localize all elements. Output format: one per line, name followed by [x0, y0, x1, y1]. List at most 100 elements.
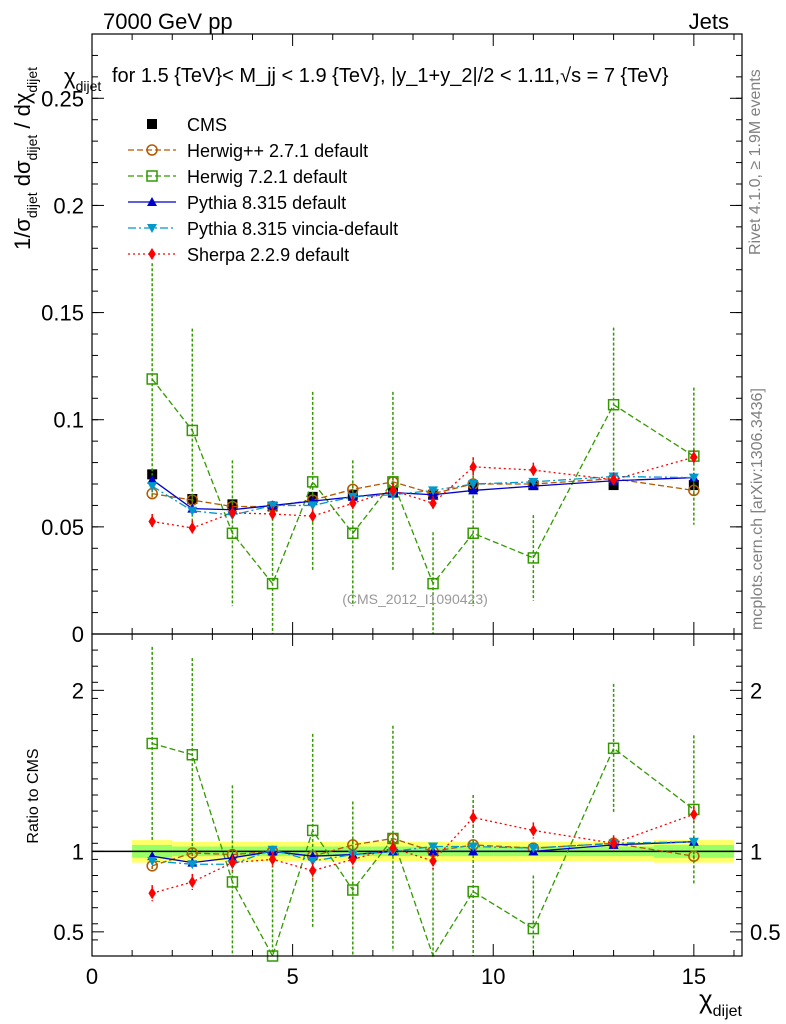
axes-frame — [91, 633, 743, 957]
data-point — [528, 844, 539, 854]
data-point — [268, 853, 277, 866]
data-point — [226, 527, 239, 540]
y-tick-label: 0.05 — [41, 515, 84, 540]
legend-marker — [147, 197, 157, 206]
y-tick-label: 0.5 — [53, 920, 84, 945]
main-ylabel: 1/σdijet dσdijet / dχdijet — [10, 67, 40, 250]
main-plot: 0 0.05 0.1 0.15 0.2 0.25 — [41, 33, 743, 647]
data-point — [607, 398, 620, 411]
legend: CMS Herwig++ 2.7.1 default Herwig 7.2.1 de… — [128, 115, 398, 265]
data-point — [389, 842, 397, 855]
series-line — [152, 477, 694, 508]
x-tick-label: 5 — [286, 964, 298, 989]
data-point — [468, 480, 479, 489]
data-point — [690, 451, 698, 464]
data-point — [228, 856, 237, 869]
data-point — [467, 885, 479, 898]
x-axis-label: χdijet — [699, 984, 743, 1020]
data-point — [529, 824, 538, 837]
data-point — [147, 857, 158, 867]
data-point — [226, 876, 239, 888]
data-point — [609, 473, 618, 486]
data-point — [267, 501, 278, 511]
series-line — [152, 742, 695, 958]
y-tick-label: 0.15 — [41, 301, 84, 326]
data-point — [186, 749, 199, 761]
header-left: 7000 GeV pp — [103, 9, 233, 34]
data-point — [528, 477, 539, 487]
series-line — [152, 456, 695, 529]
legend-entry: Herwig 7.2.1 default — [128, 167, 347, 187]
legend-marker — [146, 170, 158, 182]
legend-entry: Sherpa 2.2.9 default — [128, 245, 349, 265]
data-point — [469, 811, 477, 824]
x-tick-label: 0 — [86, 964, 98, 989]
data-point — [306, 824, 319, 837]
y-tick-label: 1 — [72, 839, 84, 864]
data-point — [469, 460, 477, 473]
data-point — [148, 515, 156, 528]
y-tick-label-right: 1 — [750, 839, 762, 864]
data-point — [529, 464, 538, 477]
data-point — [688, 473, 699, 483]
y-tick-label: 2 — [72, 678, 84, 703]
y-tick-label: 0.25 — [41, 86, 84, 111]
data-point — [188, 875, 197, 888]
data-point — [228, 506, 237, 519]
data-point — [307, 501, 318, 511]
series-line — [151, 476, 694, 511]
legend-marker — [147, 224, 157, 233]
data-point — [308, 864, 317, 877]
data-point — [347, 527, 359, 540]
y-tick-label-right: 2 — [750, 678, 762, 703]
data-point — [428, 842, 439, 852]
data-point — [148, 887, 156, 900]
y-tick-label: 0.2 — [53, 193, 84, 218]
x-tick-label: 10 — [481, 964, 505, 989]
watermark: (CMS_2012_I1090423) — [342, 591, 488, 607]
data-point — [688, 837, 699, 847]
data-point — [427, 577, 439, 590]
series-herwig-7-2-1-default — [146, 646, 700, 962]
series-line — [152, 841, 694, 865]
data-point — [268, 508, 277, 520]
data-point — [147, 474, 158, 484]
data-point — [146, 373, 158, 385]
series-sherpa-2-2-9-default — [148, 449, 698, 536]
data-point — [609, 837, 618, 850]
data-point — [187, 506, 198, 516]
data-point — [389, 484, 397, 497]
legend-entry: Pythia 8.315 vincia-default — [128, 219, 398, 239]
data-point — [147, 482, 158, 492]
data-point — [187, 860, 198, 870]
header-right: Jets — [689, 9, 729, 34]
legend-entry: CMS — [147, 115, 227, 135]
series-line — [151, 475, 694, 516]
data-point — [429, 497, 437, 510]
data-point — [349, 497, 357, 510]
legend-entry: Herwig++ 2.7.1 default — [128, 141, 368, 161]
data-point — [467, 527, 479, 540]
data-point — [306, 476, 319, 488]
data-point — [468, 842, 479, 852]
legend-label: Sherpa 2.2.9 default — [187, 245, 349, 265]
data-point — [690, 808, 698, 821]
legend-label: Herwig 7.2.1 default — [187, 167, 347, 187]
data-point — [527, 552, 540, 564]
data-point — [308, 510, 317, 523]
data-point — [146, 737, 158, 750]
data-point — [186, 424, 199, 437]
series-line — [152, 813, 695, 894]
legend-marker — [146, 144, 158, 156]
data-point — [267, 845, 278, 855]
side-rivet: Rivet 4.1.0, ≥ 1.9M events — [747, 69, 764, 255]
side-mcplots: mcplots.cern.ch [arXiv:1306.3436] — [749, 388, 766, 630]
legend-label: Pythia 8.315 vincia-default — [187, 219, 398, 239]
legend-marker — [147, 119, 157, 129]
data-point — [307, 857, 318, 867]
legend-label: CMS — [187, 115, 227, 135]
y-tick-label: 0 — [72, 622, 84, 647]
legend-marker — [148, 248, 156, 260]
data-point — [607, 742, 620, 755]
